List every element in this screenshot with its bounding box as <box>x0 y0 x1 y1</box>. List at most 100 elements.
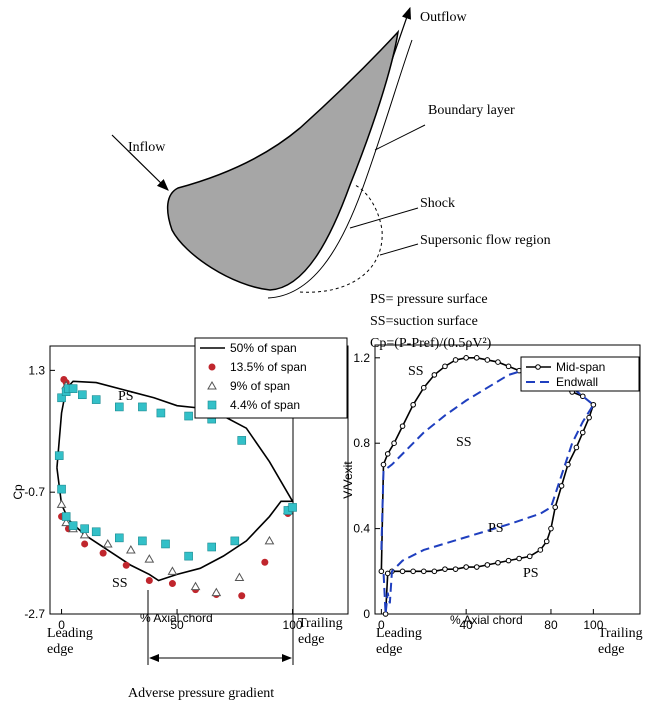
annotation: Adverse pressure gradient <box>128 686 275 701</box>
point <box>410 401 416 408</box>
point <box>526 553 533 560</box>
point <box>80 524 89 534</box>
y-tick-label: -0.7 <box>24 485 45 499</box>
point <box>237 436 247 445</box>
y-tick-label: 0.4 <box>353 522 370 536</box>
y-tick-label: 1.3 <box>28 363 45 377</box>
point <box>463 355 469 361</box>
point <box>484 562 491 568</box>
annotation: SS <box>408 364 424 379</box>
legend-label: 4.4% of span <box>230 398 300 412</box>
point <box>264 535 275 545</box>
point <box>261 558 269 566</box>
definition: Cp=(P-Pref)/(0.5ρV²) <box>370 336 492 351</box>
point <box>558 483 565 489</box>
diagram-label: Outflow <box>420 10 467 25</box>
point <box>61 512 71 521</box>
point <box>211 587 222 597</box>
blade-diagram <box>111 6 426 299</box>
blade <box>166 29 400 291</box>
diagram-label: Boundary layer <box>428 103 515 118</box>
legend-label: 50% of span <box>230 341 297 355</box>
point <box>161 539 170 549</box>
point <box>495 359 501 365</box>
point <box>91 395 101 404</box>
y-tick-label: 0 <box>363 607 370 621</box>
annotation: PS <box>523 566 539 581</box>
y-axis-label: Cp <box>11 484 25 500</box>
legend-label: 13.5% of span <box>230 360 307 374</box>
legend-swatch <box>535 364 541 370</box>
point <box>543 538 550 545</box>
point <box>537 547 544 553</box>
point <box>590 401 597 408</box>
point <box>452 566 459 572</box>
point <box>57 393 66 403</box>
point <box>91 527 101 537</box>
x-tick-label: 40 <box>459 618 473 632</box>
point <box>384 451 391 457</box>
label-leader <box>349 207 419 229</box>
legend-label: Mid-span <box>556 360 605 374</box>
point <box>442 566 448 572</box>
point <box>495 559 501 566</box>
annotation: Trailing edge <box>298 616 343 647</box>
annotation: Trailing edge <box>598 626 643 657</box>
legend-box <box>520 356 640 392</box>
series-line <box>56 380 294 582</box>
point <box>184 551 193 561</box>
point <box>79 529 90 539</box>
point <box>144 554 155 563</box>
x-axis-label: % Axial chord <box>140 611 213 625</box>
point <box>552 504 559 511</box>
point <box>548 525 554 532</box>
annotation: Leading edge <box>376 626 422 657</box>
point <box>54 451 64 460</box>
point <box>410 568 416 575</box>
point <box>431 568 438 575</box>
y-tick-label: -2.7 <box>24 607 45 621</box>
point <box>586 414 592 421</box>
point <box>68 521 78 530</box>
label-leader <box>374 124 426 151</box>
legend-label: 9% of span <box>230 379 290 393</box>
point <box>288 503 297 512</box>
annotation: Leading edge <box>47 626 93 657</box>
point <box>115 402 124 412</box>
point <box>78 390 87 400</box>
point <box>145 577 153 584</box>
point <box>167 566 178 575</box>
point <box>442 363 448 370</box>
annotation: SS <box>112 576 128 591</box>
point <box>207 542 217 552</box>
point <box>463 564 469 570</box>
definition: SS=suction surface <box>370 314 478 329</box>
x-tick-label: 80 <box>544 618 558 632</box>
x-tick-label: 100 <box>583 618 603 632</box>
point <box>420 384 427 391</box>
definition: PS= pressure surface <box>370 292 488 307</box>
point <box>505 363 512 370</box>
point <box>190 581 201 591</box>
shock-region <box>299 184 383 293</box>
diagram-label: Supersonic flow region <box>420 233 551 248</box>
point <box>516 555 522 562</box>
point <box>156 408 166 418</box>
point <box>57 484 66 494</box>
point <box>505 557 512 564</box>
point <box>573 444 580 451</box>
point <box>238 592 246 600</box>
point <box>431 372 438 378</box>
point <box>484 357 491 363</box>
point <box>81 540 89 548</box>
point <box>56 499 67 508</box>
legend-swatch <box>207 380 217 390</box>
point <box>115 533 124 543</box>
plot-frame <box>374 344 641 615</box>
point <box>125 545 136 554</box>
point <box>380 461 387 468</box>
legend-swatch <box>207 400 217 410</box>
point <box>99 549 107 557</box>
